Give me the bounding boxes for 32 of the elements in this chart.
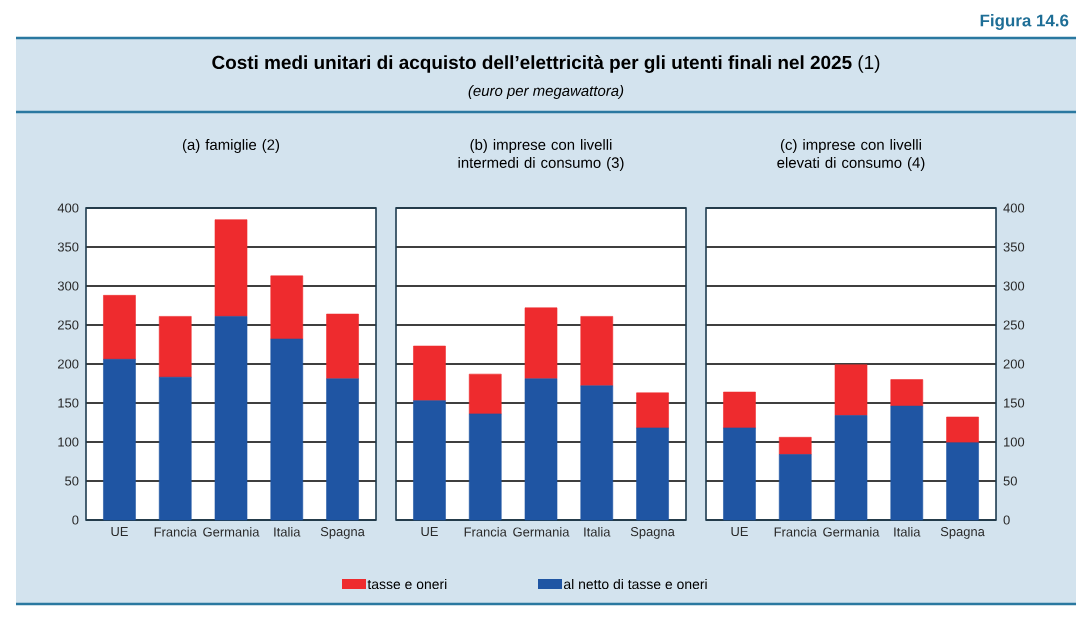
- bar: [636, 392, 669, 429]
- bar: [778, 454, 812, 521]
- bar: [468, 373, 502, 415]
- bar: [270, 275, 304, 340]
- bar: [946, 442, 979, 521]
- bar: [723, 427, 756, 521]
- bar: [834, 364, 868, 416]
- bar: [103, 295, 136, 360]
- bar: [890, 379, 924, 407]
- text: Figura 14.6: [980, 14, 1069, 30]
- bar: [158, 376, 192, 521]
- bar: [103, 359, 136, 521]
- bar: [214, 316, 248, 521]
- bar: [270, 338, 304, 521]
- bar: [524, 378, 558, 521]
- text: Costi medi unitari di acquisto dell’elettricità per gli utenti finali nel 2025 (1): [212, 55, 880, 73]
- bar: [413, 345, 446, 401]
- bar: [778, 437, 812, 455]
- bar: [326, 313, 359, 380]
- bar: [524, 307, 558, 380]
- bar: [326, 378, 359, 521]
- bar: [636, 427, 669, 521]
- bar: [890, 405, 924, 521]
- bar: [946, 416, 979, 444]
- bar: [580, 316, 614, 387]
- bar: [723, 391, 756, 429]
- bar: [413, 400, 446, 521]
- bar: [580, 385, 614, 521]
- bar: [158, 316, 192, 378]
- bar: [468, 413, 502, 521]
- bar: [834, 415, 868, 521]
- bar: [214, 219, 248, 317]
